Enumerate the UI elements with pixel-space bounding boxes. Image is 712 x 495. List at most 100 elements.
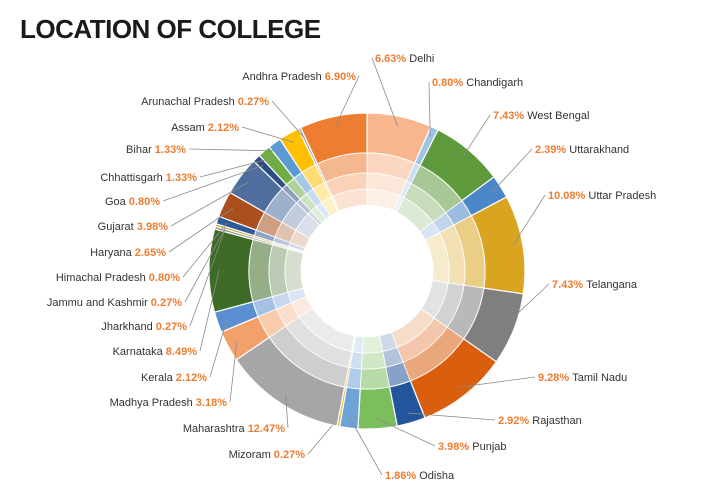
data-label-jammu-and-kashmir: Jammu and Kashmir 0.27% <box>47 297 182 309</box>
leader-line-chandigarh <box>428 81 431 138</box>
data-label-karnataka: Karnataka 8.49% <box>113 346 198 358</box>
data-label-bihar: Bihar 1.33% <box>126 144 186 156</box>
leader-line-himachal-pradesh <box>182 222 228 278</box>
leader-line-odisha <box>349 417 383 476</box>
data-label-pct-assam: 2.12% <box>208 122 239 134</box>
data-label-madhya-pradesh: Madhya Pradesh 3.18% <box>110 397 228 409</box>
data-label-kerala: Kerala 2.12% <box>141 372 207 384</box>
data-label-pct-west-bengal: 7.43% <box>493 110 527 122</box>
data-label-pct-andhra-pradesh: 6.90% <box>325 71 356 83</box>
data-label-west-bengal: 7.43% West Bengal <box>493 110 589 122</box>
data-label-name-haryana: Haryana <box>90 247 135 259</box>
data-label-name-west-bengal: West Bengal <box>527 110 589 122</box>
data-label-pct-gujarat: 3.98% <box>137 221 168 233</box>
doughnut-hole <box>301 205 433 337</box>
leader-line-tamil-nadu <box>458 376 536 388</box>
data-label-name-uttar-pradesh: Uttar Pradesh <box>588 190 656 202</box>
data-label-mizoram: Mizoram 0.27% <box>229 449 306 461</box>
data-label-name-bihar: Bihar <box>126 144 155 156</box>
data-label-pct-madhya-pradesh: 3.18% <box>196 397 227 409</box>
data-label-pct-bihar: 1.33% <box>155 144 186 156</box>
leader-line-jammu-and-kashmir <box>184 227 226 303</box>
data-label-assam: Assam 2.12% <box>171 122 239 134</box>
data-label-name-arunachal-pradesh: Arunachal Pradesh <box>141 96 238 108</box>
slice-punjab-inner-ring-1 <box>359 366 391 390</box>
data-label-name-himachal-pradesh: Himachal Pradesh <box>56 272 149 284</box>
data-label-tamil-nadu: 9.28% Tamil Nadu <box>538 372 627 384</box>
data-label-pct-telangana: 7.43% <box>552 279 586 291</box>
data-label-name-chhattisgarh: Chhattisgarh <box>100 172 165 184</box>
slice-karnataka <box>208 228 254 313</box>
leader-line-telangana <box>504 283 550 327</box>
data-label-pct-kerala: 2.12% <box>176 372 207 384</box>
leader-line-maharashtra <box>285 394 289 429</box>
leader-line-west-bengal <box>461 114 491 159</box>
data-label-name-chandigarh: Chandigarh <box>466 77 523 89</box>
data-label-arunachal-pradesh: Arunachal Pradesh 0.27% <box>141 96 269 108</box>
data-label-delhi: 6.63% Delhi <box>375 53 434 65</box>
leader-line-jharkhand <box>189 230 226 327</box>
data-label-pct-arunachal-pradesh: 0.27% <box>238 96 269 108</box>
data-label-name-rajasthan: Rajasthan <box>532 415 582 427</box>
leader-line-kerala <box>209 318 228 378</box>
data-label-jharkhand: Jharkhand 0.27% <box>101 321 187 333</box>
data-label-pct-punjab: 3.98% <box>438 441 472 453</box>
leader-line-rajasthan <box>408 412 496 421</box>
data-label-name-mizoram: Mizoram <box>229 449 274 461</box>
data-label-pct-uttar-pradesh: 10.08% <box>548 190 588 202</box>
data-label-andhra-pradesh: Andhra Pradesh 6.90% <box>242 71 356 83</box>
data-label-himachal-pradesh: Himachal Pradesh 0.80% <box>56 272 180 284</box>
leader-line-uttar-pradesh <box>512 194 546 247</box>
data-label-pct-jammu-and-kashmir: 0.27% <box>151 297 182 309</box>
data-label-name-uttarakhand: Uttarakhand <box>569 144 629 156</box>
leader-line-delhi <box>371 57 398 127</box>
data-label-name-madhya-pradesh: Madhya Pradesh <box>110 397 196 409</box>
leader-line-madhya-pradesh <box>229 341 238 403</box>
data-label-name-maharashtra: Maharashtra <box>183 423 248 435</box>
slice-punjab-inner-ring-2 <box>360 351 387 370</box>
chart-title: LOCATION OF COLLEGE <box>20 14 321 44</box>
leader-line-uttarakhand <box>491 148 533 193</box>
slice-punjab <box>357 386 398 430</box>
data-label-name-odisha: Odisha <box>419 470 455 482</box>
data-label-chhattisgarh: Chhattisgarh 1.33% <box>100 172 197 184</box>
data-label-pct-jharkhand: 0.27% <box>156 321 187 333</box>
data-label-pct-chandigarh: 0.80% <box>432 77 466 89</box>
data-label-name-andhra-pradesh: Andhra Pradesh <box>242 71 325 83</box>
data-label-haryana: Haryana 2.65% <box>90 247 166 259</box>
data-label-pct-mizoram: 0.27% <box>274 449 305 461</box>
data-label-name-punjab: Punjab <box>472 441 506 453</box>
data-label-name-karnataka: Karnataka <box>113 346 166 358</box>
data-label-pct-maharashtra: 12.47% <box>248 423 286 435</box>
data-label-name-telangana: Telangana <box>586 279 638 291</box>
data-label-rajasthan: 2.92% Rajasthan <box>498 415 582 427</box>
data-label-name-delhi: Delhi <box>409 53 434 65</box>
data-label-pct-himachal-pradesh: 0.80% <box>149 272 180 284</box>
data-label-pct-karnataka: 8.49% <box>166 346 197 358</box>
leader-line-assam <box>241 126 294 143</box>
leader-line-goa <box>162 164 264 202</box>
data-label-pct-chhattisgarh: 1.33% <box>166 172 197 184</box>
data-label-goa: Goa 0.80% <box>105 196 160 208</box>
leader-line-chhattisgarh <box>199 158 271 178</box>
data-label-name-jammu-and-kashmir: Jammu and Kashmir <box>47 297 151 309</box>
data-label-telangana: 7.43% Telangana <box>552 279 638 291</box>
data-label-pct-haryana: 2.65% <box>135 247 166 259</box>
slice-karnataka-inner-ring-3 <box>284 248 304 293</box>
leader-line-bihar <box>188 148 281 152</box>
data-label-uttar-pradesh: 10.08% Uttar Pradesh <box>548 190 656 202</box>
data-label-maharashtra: Maharashtra 12.47% <box>183 423 285 435</box>
data-label-punjab: 3.98% Punjab <box>438 441 507 453</box>
leader-line-karnataka <box>199 270 220 352</box>
data-label-pct-tamil-nadu: 9.28% <box>538 372 572 384</box>
data-label-pct-rajasthan: 2.92% <box>498 415 532 427</box>
slice-punjab-inner-ring-3 <box>361 335 384 354</box>
data-label-odisha: 1.86% Odisha <box>385 470 455 482</box>
data-label-pct-uttarakhand: 2.39% <box>535 144 569 156</box>
data-label-name-kerala: Kerala <box>141 372 176 384</box>
data-label-name-assam: Assam <box>171 122 208 134</box>
data-label-chandigarh: 0.80% Chandigarh <box>432 77 523 89</box>
data-label-pct-delhi: 6.63% <box>375 53 409 65</box>
data-label-name-tamil-nadu: Tamil Nadu <box>572 372 627 384</box>
data-label-name-jharkhand: Jharkhand <box>101 321 155 333</box>
